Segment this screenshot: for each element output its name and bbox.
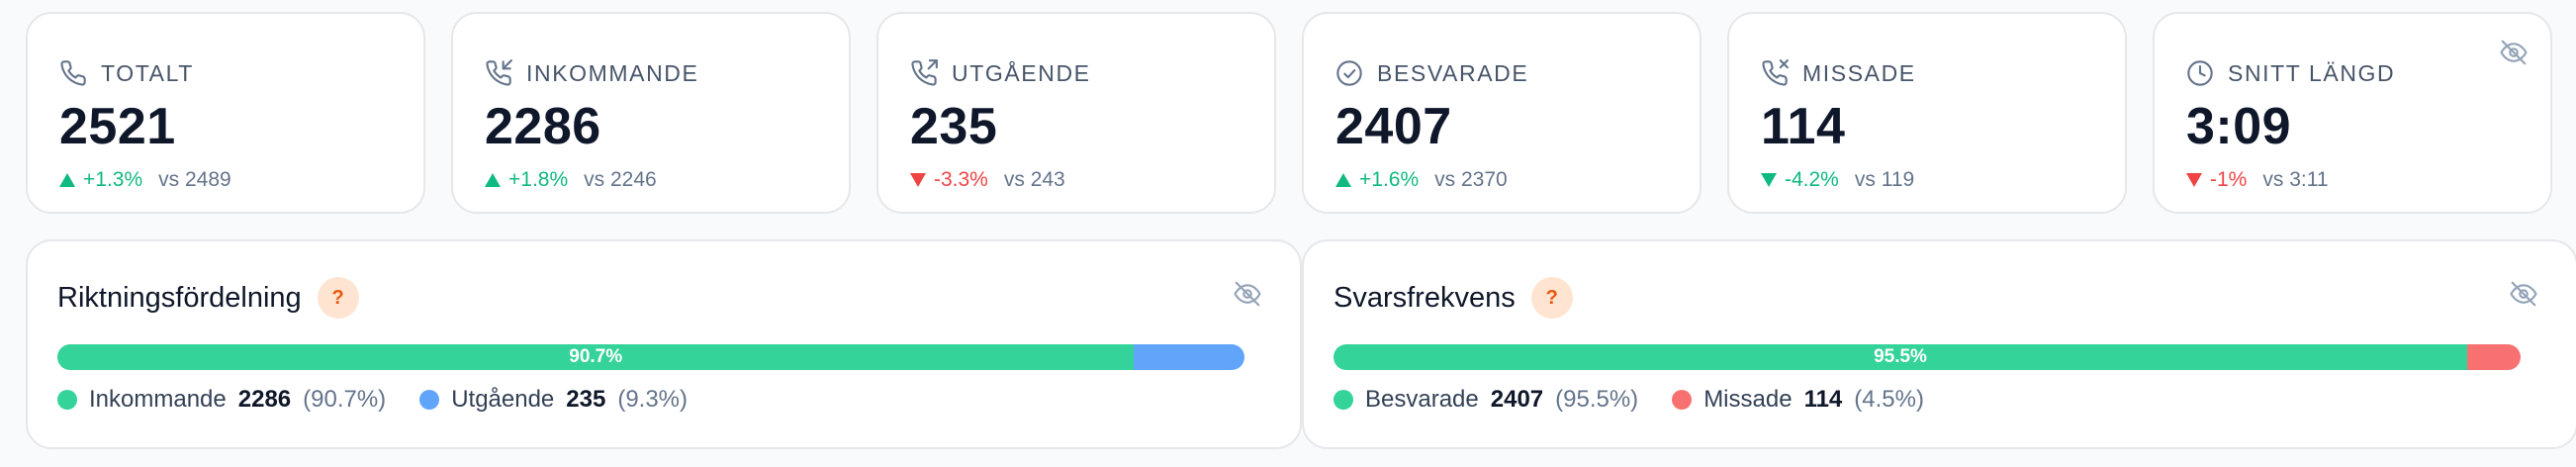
- compare-value: vs 243: [1003, 168, 1065, 191]
- bar-segment-missade: [2467, 344, 2521, 370]
- legend-dot: [57, 390, 77, 410]
- compare-value: vs 3:11: [2262, 168, 2329, 191]
- legend-percent: (4.5%): [1854, 386, 1924, 413]
- legend-count: 235: [566, 386, 606, 413]
- legend-item-besvarade: Besvarade 2407 (95.5%): [1334, 386, 1638, 414]
- answer-rate-card: Svarsfrekvens ? 95.5% Besvarade 2407 (95…: [1302, 239, 2576, 449]
- stat-card-besvarade: BESVARADE 2407 +1.6% vs 2370: [1302, 12, 1702, 214]
- legend-percent: (90.7%): [303, 386, 387, 413]
- legend-name: Inkommande: [89, 386, 227, 413]
- legend-name: Utgående: [451, 386, 555, 413]
- legend-dot: [419, 390, 440, 410]
- eye-off-icon[interactable]: [2499, 38, 2529, 67]
- compare-value: vs 2489: [158, 168, 231, 191]
- stat-value: 235: [910, 98, 998, 155]
- phone-missed-icon: [1762, 59, 1789, 86]
- stat-label: TOTALT: [101, 59, 194, 86]
- stat-value: 114: [1761, 98, 1846, 155]
- answer-bar: 95.5%: [1334, 344, 2521, 370]
- bar-segment-inkommande: 90.7%: [57, 344, 1135, 370]
- delta-percent: -4.2%: [1785, 168, 1839, 191]
- stat-card-snitt-langd: SNITT LÄNGD 3:09 -1% vs 3:11: [2153, 12, 2552, 214]
- delta-percent: -3.3%: [934, 168, 988, 191]
- stat-delta: +1.6% vs 2370: [1335, 168, 1508, 192]
- compare-value: vs 2246: [584, 168, 657, 191]
- legend-dot: [1672, 390, 1693, 410]
- compare-value: vs 119: [1854, 168, 1915, 191]
- legend-count: 114: [1803, 386, 1843, 413]
- help-icon[interactable]: ?: [317, 277, 359, 319]
- legend-name: Besvarade: [1365, 386, 1479, 413]
- check-circle-icon: [1336, 60, 1362, 86]
- stat-value: 2286: [485, 98, 601, 155]
- legend: Besvarade 2407 (95.5%) Missade 114 (4.5%…: [1334, 386, 1958, 414]
- stat-delta: -4.2% vs 119: [1761, 168, 1914, 192]
- stat-value: 2407: [1335, 98, 1452, 155]
- card-title: Svarsfrekvens: [1334, 281, 1516, 314]
- bar-label: 90.7%: [569, 346, 623, 367]
- stat-delta: +1.3% vs 2489: [59, 168, 231, 192]
- stat-label: BESVARADE: [1377, 59, 1529, 86]
- stat-delta: +1.8% vs 2246: [485, 168, 657, 192]
- legend-count: 2407: [1490, 386, 1544, 413]
- legend-percent: (95.5%): [1555, 386, 1639, 413]
- stat-card-missade: MISSADE 114 -4.2% vs 119: [1727, 12, 2127, 214]
- legend-name: Missade: [1703, 386, 1793, 413]
- bar-segment-utgaende: [1134, 344, 1244, 370]
- stat-card-utgaende: UTGÅENDE 235 -3.3% vs 243: [876, 12, 1276, 214]
- stat-label: MISSADE: [1802, 59, 1916, 86]
- legend-item-utgaende: Utgående 235 (9.3%): [419, 386, 688, 414]
- phone-icon: [60, 60, 86, 86]
- delta-percent: +1.3%: [83, 168, 143, 191]
- direction-distribution-card: Riktningsfördelning ? 90.7% Inkommande 2…: [26, 239, 1302, 449]
- stat-delta: -3.3% vs 243: [910, 168, 1065, 192]
- help-icon[interactable]: ?: [1530, 277, 1573, 319]
- stat-label: UTGÅENDE: [952, 59, 1091, 86]
- legend-count: 2286: [237, 386, 292, 413]
- clock-icon: [2187, 60, 2213, 86]
- direction-bar: 90.7%: [57, 344, 1244, 370]
- delta-percent: -1%: [2210, 168, 2248, 191]
- eye-off-icon[interactable]: [2509, 279, 2538, 309]
- legend: Inkommande 2286 (90.7%) Utgående 235 (9.…: [57, 386, 721, 414]
- stat-card-totalt: TOTALT 2521 +1.3% vs 2489: [26, 12, 425, 214]
- stat-value: 2521: [59, 98, 176, 155]
- trend-up-icon: [485, 173, 501, 187]
- legend-percent: (9.3%): [617, 386, 689, 413]
- trend-down-icon: [1761, 173, 1777, 187]
- trend-up-icon: [59, 173, 75, 187]
- legend-item-missade: Missade 114 (4.5%): [1672, 386, 1924, 414]
- compare-value: vs 2370: [1434, 168, 1508, 191]
- phone-outgoing-icon: [911, 59, 938, 86]
- bar-label: 95.5%: [1874, 346, 1927, 367]
- stat-label: SNITT LÄNGD: [2228, 59, 2396, 86]
- trend-down-icon: [2186, 173, 2202, 187]
- delta-percent: +1.6%: [1359, 168, 1420, 191]
- trend-up-icon: [1335, 173, 1351, 187]
- bar-segment-besvarade: 95.5%: [1334, 344, 2467, 370]
- stat-card-inkommande: INKOMMANDE 2286 +1.8% vs 2246: [451, 12, 851, 214]
- phone-incoming-icon: [486, 59, 512, 86]
- trend-down-icon: [910, 173, 926, 187]
- stat-value: 3:09: [2186, 98, 2292, 155]
- eye-off-icon[interactable]: [1233, 279, 1262, 309]
- legend-item-inkommande: Inkommande 2286 (90.7%): [57, 386, 386, 414]
- delta-percent: +1.8%: [508, 168, 569, 191]
- card-title: Riktningsfördelning: [57, 281, 302, 314]
- legend-dot: [1334, 390, 1353, 410]
- stat-delta: -1% vs 3:11: [2186, 168, 2329, 192]
- stat-label: INKOMMANDE: [526, 59, 699, 86]
